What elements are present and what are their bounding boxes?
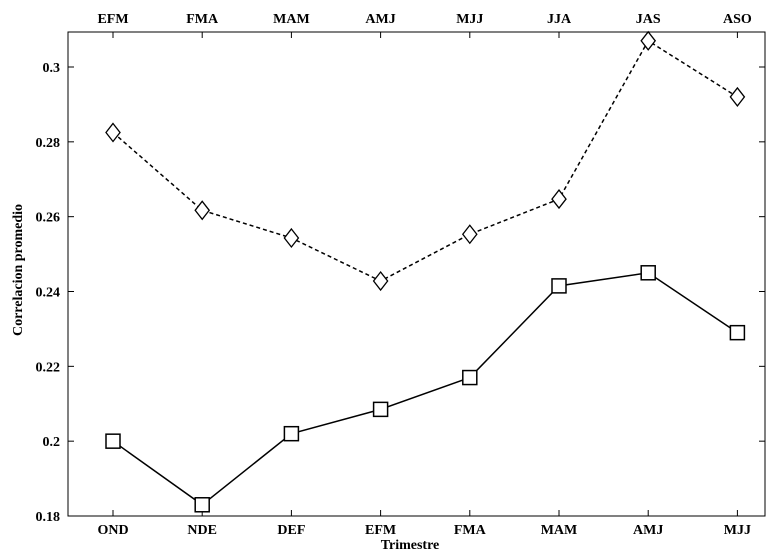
y-tick-label: 0.2 <box>43 435 61 450</box>
y-tick-label: 0.18 <box>36 510 61 525</box>
square-marker <box>551 278 567 294</box>
y-axis-title: Correlacion promedio <box>11 204 26 336</box>
y-tick-label: 0.24 <box>36 286 61 301</box>
square-marker <box>194 497 210 513</box>
top-x-tick-label: JAS <box>636 12 661 27</box>
top-x-tick-label: MJJ <box>456 12 483 27</box>
series-line-diamond <box>112 39 738 282</box>
x-tick-label: AMJ <box>633 523 663 538</box>
top-x-tick-label: ASO <box>723 12 752 27</box>
top-x-tick-label: JJA <box>547 12 572 27</box>
x-tick-label: MAM <box>541 523 578 538</box>
diamond-marker <box>640 30 657 51</box>
plot-frame <box>67 31 766 517</box>
x-tick-label: DEF <box>277 523 305 538</box>
y-tick-label: 0.26 <box>36 211 61 226</box>
square-marker <box>640 265 656 281</box>
square-marker <box>729 324 746 341</box>
top-x-tick-label: MAM <box>273 12 310 27</box>
diamond-marker <box>194 200 211 221</box>
diamond-marker <box>461 224 478 245</box>
diamond-marker <box>729 86 746 107</box>
x-tick-label: OND <box>97 523 128 538</box>
square-marker <box>105 433 121 449</box>
x-tick-label: EFM <box>365 523 396 538</box>
top-x-tick-label: EFM <box>97 12 128 27</box>
y-tick-label: 0.3 <box>43 61 61 76</box>
series-layer <box>105 30 746 513</box>
top-x-tick-label: FMA <box>186 12 219 27</box>
square-marker <box>283 425 300 442</box>
diamond-marker <box>105 122 121 143</box>
x-tick-label: FMA <box>454 523 487 538</box>
top-x-tick-label: AMJ <box>365 12 395 27</box>
series-line-square <box>112 272 738 506</box>
diamond-marker <box>372 270 389 292</box>
diamond-marker <box>283 227 300 249</box>
y-tick-label: 0.22 <box>36 360 61 375</box>
y-tick-label: 0.28 <box>36 136 61 151</box>
square-marker <box>372 401 389 418</box>
square-marker <box>462 369 478 386</box>
x-tick-label: NDE <box>187 523 217 538</box>
x-axis-title: Trimestre <box>381 538 440 550</box>
x-tick-label: MJJ <box>724 523 751 538</box>
tick-group: 0.18 0.2 0.22 0.24 0.26 0.28 0.3 OND NDE DEF EFM FM… <box>36 12 765 538</box>
diamond-marker <box>551 189 567 210</box>
